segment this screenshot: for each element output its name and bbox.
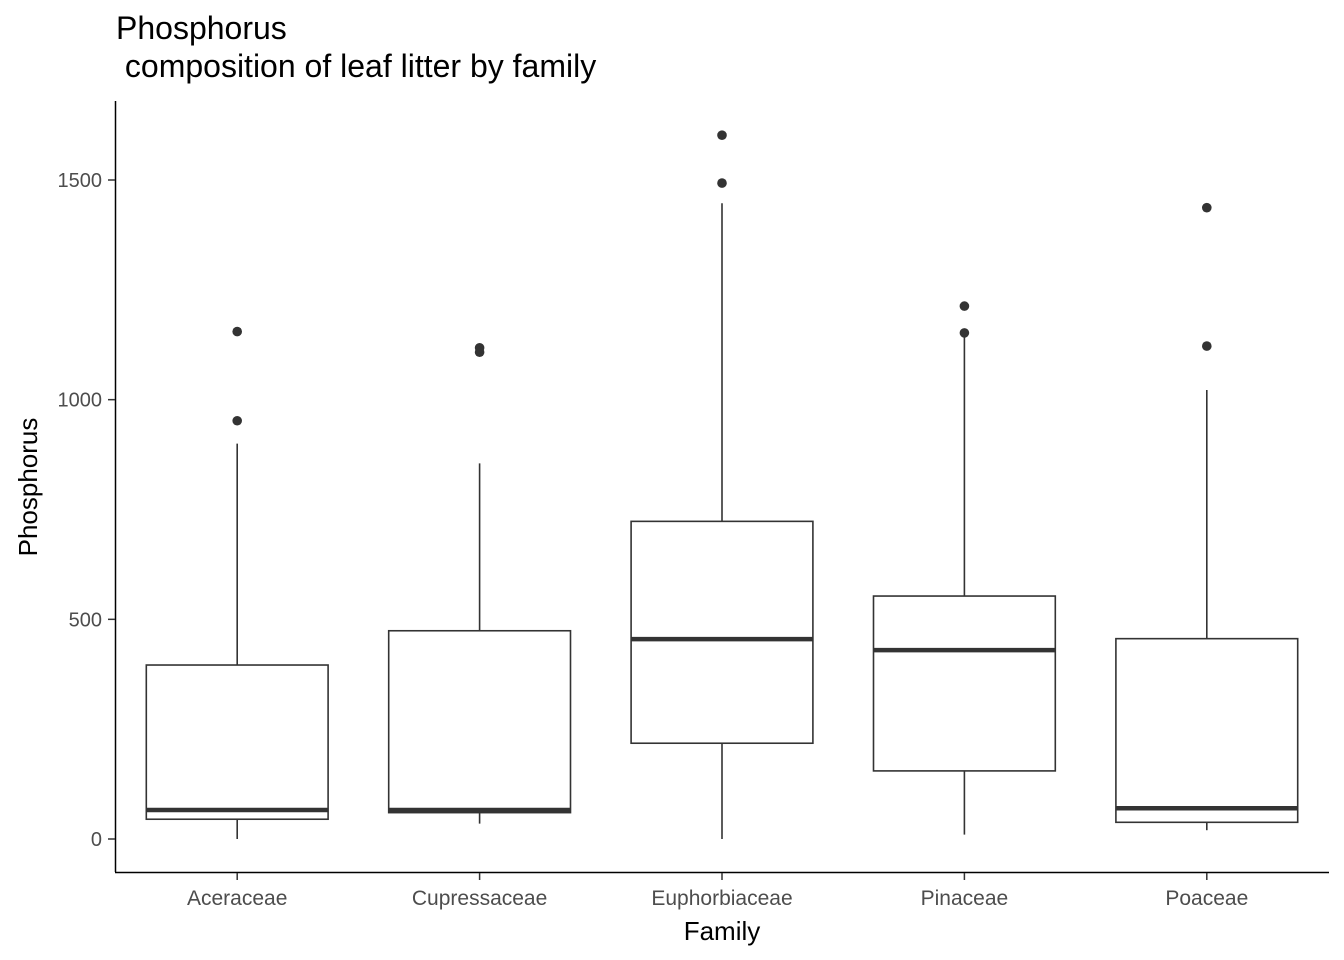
y-ticks: 0 500 1000 1500 xyxy=(58,170,115,851)
iqr-box xyxy=(145,664,329,821)
axes xyxy=(114,101,1329,874)
iqr-box xyxy=(872,595,1057,772)
outlier-point xyxy=(474,343,485,353)
y-tick-label: 1000 xyxy=(58,390,103,412)
outlier-point xyxy=(717,130,727,140)
y-tick-label: 1500 xyxy=(58,170,103,192)
y-axis-title: Phosphorus xyxy=(13,418,43,557)
box-aceraceae xyxy=(145,326,329,839)
iqr-box xyxy=(630,520,814,745)
chart-title-line-1: Phosphorus xyxy=(116,10,287,46)
outlier-point xyxy=(717,178,727,188)
y-tick-label: 0 xyxy=(91,829,102,851)
outlier-point xyxy=(1202,202,1212,213)
outlier-point xyxy=(959,301,970,311)
box-poaceae xyxy=(1115,202,1299,831)
x-tick-label: Cupressaceae xyxy=(412,887,547,910)
box-euphorbiaceae xyxy=(630,130,814,839)
boxes xyxy=(145,130,1299,839)
box-pinaceae xyxy=(872,301,1057,835)
chart-title-line-2: composition of leaf litter by family xyxy=(116,48,597,84)
iqr-box xyxy=(387,629,572,814)
x-tick-label: Aceraceae xyxy=(187,887,287,910)
box-cupressaceae xyxy=(387,343,572,824)
x-ticks: Aceraceae Cupressaceae Euphorbiaceae Pinace… xyxy=(187,873,1248,910)
y-tick-label: 500 xyxy=(69,609,102,631)
x-axis-title: Family xyxy=(684,916,761,946)
x-tick-label: Euphorbiaceae xyxy=(651,887,792,910)
outlier-point xyxy=(1202,341,1212,351)
x-tick-label: Poaceae xyxy=(1165,887,1248,910)
x-tick-label: Pinaceae xyxy=(921,887,1009,910)
outlier-point xyxy=(232,415,242,426)
outlier-point xyxy=(959,328,970,338)
iqr-box xyxy=(1115,637,1299,824)
outlier-point xyxy=(232,326,242,337)
